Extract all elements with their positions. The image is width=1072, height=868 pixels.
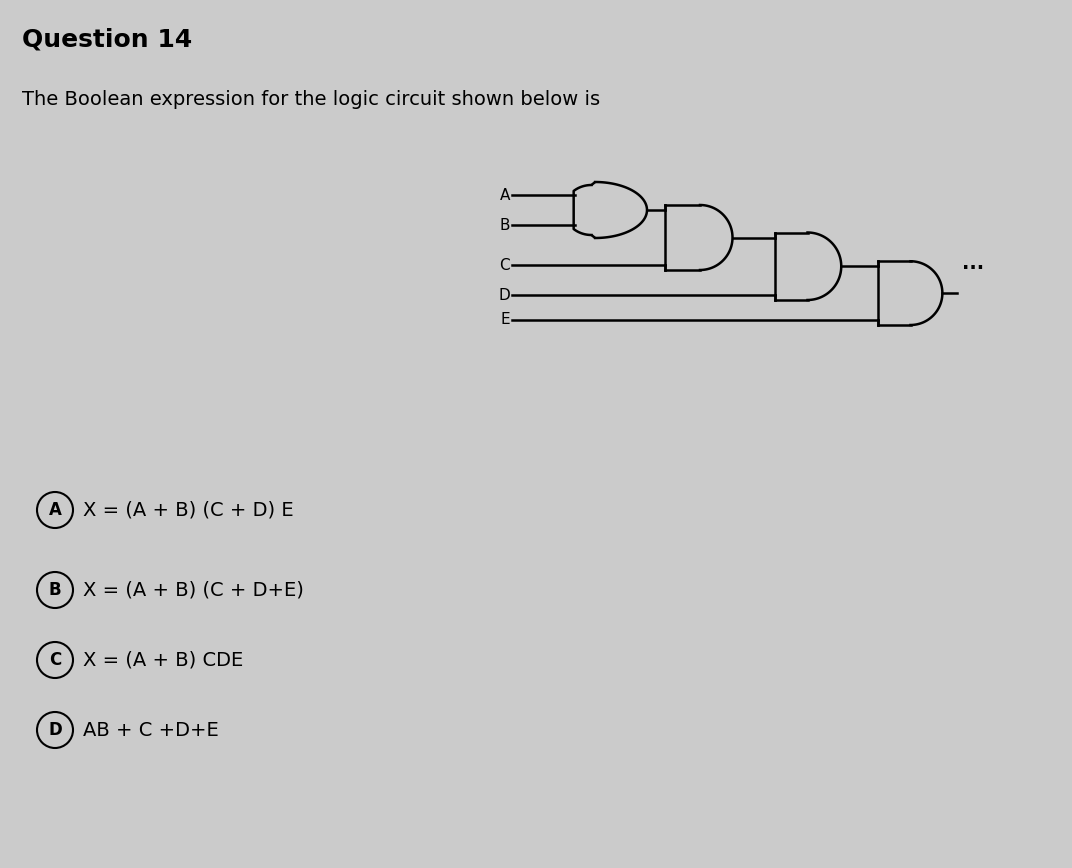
Text: C: C [49, 651, 61, 669]
Text: A: A [48, 501, 61, 519]
Text: E: E [501, 312, 510, 327]
Text: X = (A + B) CDE: X = (A + B) CDE [83, 650, 243, 669]
Text: C: C [500, 258, 510, 273]
Text: B: B [500, 218, 510, 233]
Text: A: A [500, 187, 510, 202]
Text: D: D [48, 721, 62, 739]
Text: D: D [498, 287, 510, 303]
Text: ...: ... [963, 253, 984, 273]
Text: The Boolean expression for the logic circuit shown below is: The Boolean expression for the logic cir… [23, 90, 600, 109]
Text: AB + C +D+E: AB + C +D+E [83, 720, 219, 740]
Text: X = (A + B) (C + D) E: X = (A + B) (C + D) E [83, 501, 294, 520]
Text: X = (A + B) (C + D+E): X = (A + B) (C + D+E) [83, 581, 303, 600]
Text: B: B [48, 581, 61, 599]
Text: Question 14: Question 14 [23, 28, 192, 52]
